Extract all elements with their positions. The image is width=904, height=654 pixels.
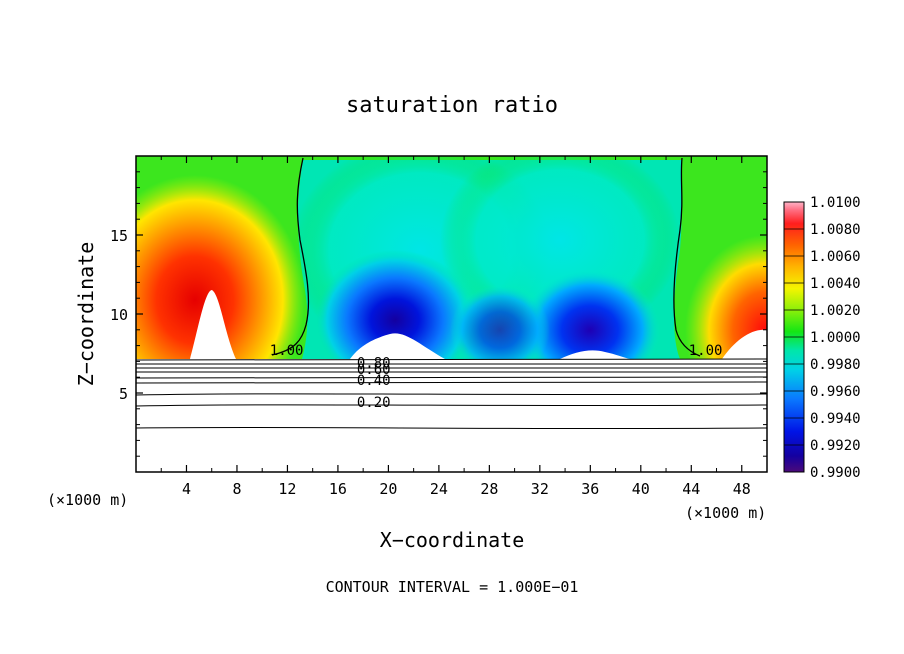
cloud-free-pocket — [190, 290, 236, 359]
contour-label: 1.00 — [689, 343, 723, 359]
chart-title: saturation ratio — [346, 93, 558, 118]
x-tick-label: 20 — [379, 480, 397, 498]
x-tick-label: 12 — [278, 480, 296, 498]
x-tick-label: 36 — [581, 480, 599, 498]
x-tick-label: 4 — [182, 480, 191, 498]
plot-area — [136, 156, 767, 472]
colorbar-label: 1.0100 — [810, 195, 861, 211]
x-tick-label: 8 — [232, 480, 241, 498]
lower-contours — [136, 358, 767, 430]
cloud-free-pocket — [350, 333, 445, 359]
colorbar-label: 0.9960 — [810, 384, 861, 400]
x-unit-right: (×1000 m) — [685, 504, 766, 522]
cloud-free-pocket — [722, 329, 767, 359]
colorbar-label: 0.9980 — [810, 357, 861, 373]
below-cloud-region — [136, 359, 767, 472]
colorbar-label: 0.9920 — [810, 438, 861, 454]
x-unit-left: (×1000 m) — [47, 491, 128, 509]
contour-label: 0.40 — [357, 373, 391, 389]
colorbar-label: 1.0000 — [810, 330, 861, 346]
contour-labels: 1.00 1.00 0.800.600.40 0.20 — [270, 343, 723, 411]
y-tick-label: 5 — [119, 385, 128, 403]
cloud-free-pocket — [560, 350, 630, 359]
x-tick-label: 44 — [682, 480, 700, 498]
colorbar-label: 0.9940 — [810, 411, 861, 427]
x-tick-label: 40 — [632, 480, 650, 498]
x-axis-title: X−coordinate — [380, 528, 525, 552]
colorbar-label: 1.0060 — [810, 249, 861, 265]
x-tick-label: 28 — [480, 480, 498, 498]
y-tick-label: 10 — [110, 306, 128, 324]
contour-line-1.00 — [673, 157, 701, 357]
colorbar-label: 1.0020 — [810, 303, 861, 319]
colorbar-labels: 1.0100 1.0080 1.0060 1.0040 1.0020 1.0000 0.99… — [784, 195, 861, 481]
contour-line-1.00 — [271, 157, 310, 356]
y-axis: 5 10 15 — [110, 171, 767, 457]
contour-label: 0.20 — [357, 395, 391, 411]
colorbar-label: 1.0080 — [810, 222, 861, 238]
contour-label: 1.00 — [270, 343, 304, 359]
contour-label: 0.60 — [357, 362, 391, 378]
x-tick-label: 32 — [531, 480, 549, 498]
contour-label: 0.80 — [357, 356, 391, 372]
contour-interval-note: CONTOUR INTERVAL = 1.000E−01 — [326, 578, 579, 596]
dry-core — [450, 285, 550, 375]
colorbar-label: 1.0040 — [810, 276, 861, 292]
y-axis-title: Z−coordinate — [74, 242, 98, 387]
colorbar-label: 0.9900 — [810, 465, 861, 481]
x-tick-label: 16 — [329, 480, 347, 498]
y-tick-label: 15 — [110, 227, 128, 245]
x-tick-label: 24 — [430, 480, 448, 498]
x-axis: 4 8 12 16 20 24 28 32 36 40 44 48 — [160, 156, 751, 498]
x-tick-label: 48 — [733, 480, 751, 498]
